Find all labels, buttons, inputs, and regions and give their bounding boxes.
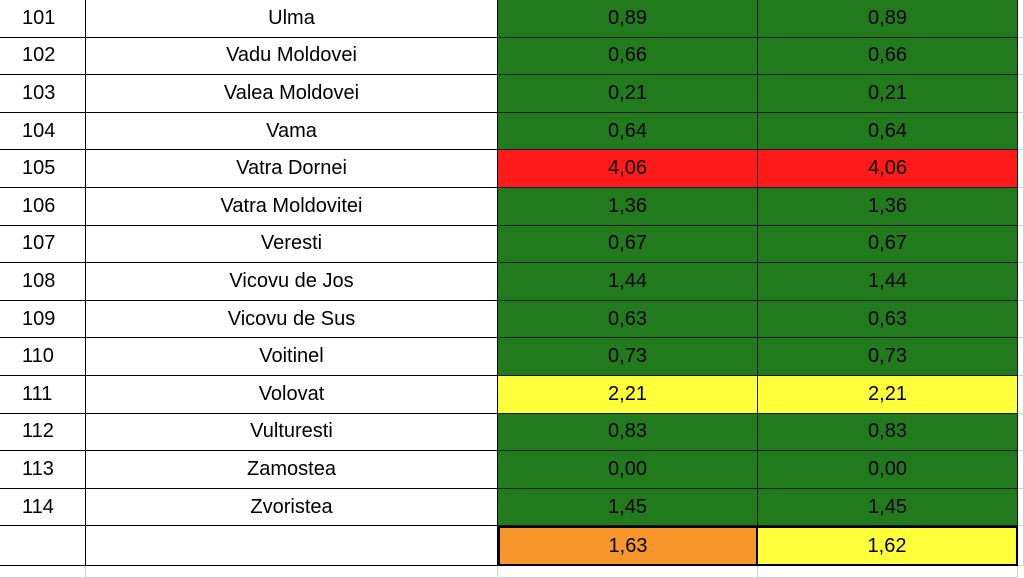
rate-b: 0,63 — [758, 300, 1018, 339]
row-number: 104 — [0, 112, 86, 151]
locality: Vicovu de Sus — [86, 300, 498, 339]
empty-cell — [1018, 451, 1024, 489]
locality: Vicovu de Jos — [86, 263, 498, 301]
locality: Veresti — [86, 225, 498, 264]
empty-cell — [86, 566, 498, 578]
row-number: 101 — [0, 0, 86, 38]
rate-b: 1,45 — [758, 488, 1018, 527]
empty-cell — [1018, 75, 1024, 113]
rate-b: 0,66 — [758, 37, 1018, 76]
row-number: 107 — [0, 225, 86, 264]
rate-b: 0,83 — [758, 413, 1018, 452]
rate-b: 0,00 — [758, 451, 1018, 489]
locality: Ulma — [86, 0, 498, 38]
locality: Valea Moldovei — [86, 75, 498, 113]
rate-a: 0,21 — [498, 75, 758, 113]
rate-b: 4,06 — [758, 150, 1018, 188]
total-b: 1,62 — [756, 526, 1018, 566]
row-number: 105 — [0, 150, 86, 188]
empty-cell — [1018, 188, 1024, 226]
empty-cell — [1018, 488, 1024, 527]
rate-a: 1,44 — [498, 263, 758, 301]
empty-cell — [1018, 526, 1024, 566]
empty-cell — [0, 566, 86, 578]
row-number: 110 — [0, 338, 86, 376]
empty-cell — [0, 526, 86, 566]
row-number: 109 — [0, 300, 86, 339]
empty-cell — [1018, 300, 1024, 339]
rate-b: 0,64 — [758, 112, 1018, 151]
rate-b: 0,21 — [758, 75, 1018, 113]
row-number: 106 — [0, 188, 86, 226]
rate-b: 1,36 — [758, 188, 1018, 226]
rate-a: 0,67 — [498, 225, 758, 264]
rate-a: 1,36 — [498, 188, 758, 226]
locality: Vulturesti — [86, 413, 498, 452]
empty-cell — [1018, 338, 1024, 376]
total-a: 1,63 — [498, 526, 758, 566]
locality: Vatra Moldovitei — [86, 188, 498, 226]
empty-cell — [86, 526, 498, 566]
locality: Vadu Moldovei — [86, 37, 498, 76]
rate-b: 0,73 — [758, 338, 1018, 376]
locality: Zvoristea — [86, 488, 498, 527]
rate-a: 0,00 — [498, 451, 758, 489]
empty-cell — [1018, 263, 1024, 301]
locality: Vatra Dornei — [86, 150, 498, 188]
rate-a: 0,66 — [498, 37, 758, 76]
row-number: 113 — [0, 451, 86, 489]
empty-cell — [1018, 112, 1024, 151]
rate-b: 1,44 — [758, 263, 1018, 301]
rate-a: 0,63 — [498, 300, 758, 339]
rate-a: 0,73 — [498, 338, 758, 376]
row-number: 108 — [0, 263, 86, 301]
rate-b: 0,89 — [758, 0, 1018, 38]
locality: Vama — [86, 112, 498, 151]
rate-b: 2,21 — [758, 376, 1018, 414]
rate-a: 1,45 — [498, 488, 758, 527]
rate-a: 0,89 — [498, 0, 758, 38]
locality: Voitinel — [86, 338, 498, 376]
row-number: 112 — [0, 413, 86, 452]
row-number: 102 — [0, 37, 86, 76]
locality: Volovat — [86, 376, 498, 414]
empty-cell — [1018, 150, 1024, 188]
empty-cell — [1018, 225, 1024, 264]
rate-a: 0,64 — [498, 112, 758, 151]
empty-cell — [1018, 413, 1024, 452]
empty-cell — [1018, 37, 1024, 76]
row-number: 103 — [0, 75, 86, 113]
rate-a: 2,21 — [498, 376, 758, 414]
empty-cell — [1018, 0, 1024, 38]
rate-a: 0,83 — [498, 413, 758, 452]
rate-b: 0,67 — [758, 225, 1018, 264]
empty-cell — [1018, 376, 1024, 414]
locality: Zamostea — [86, 451, 498, 489]
row-number: 111 — [0, 376, 86, 414]
row-number: 114 — [0, 488, 86, 527]
empty-cell — [498, 566, 758, 578]
rate-a: 4,06 — [498, 150, 758, 188]
empty-cell — [758, 566, 1018, 578]
